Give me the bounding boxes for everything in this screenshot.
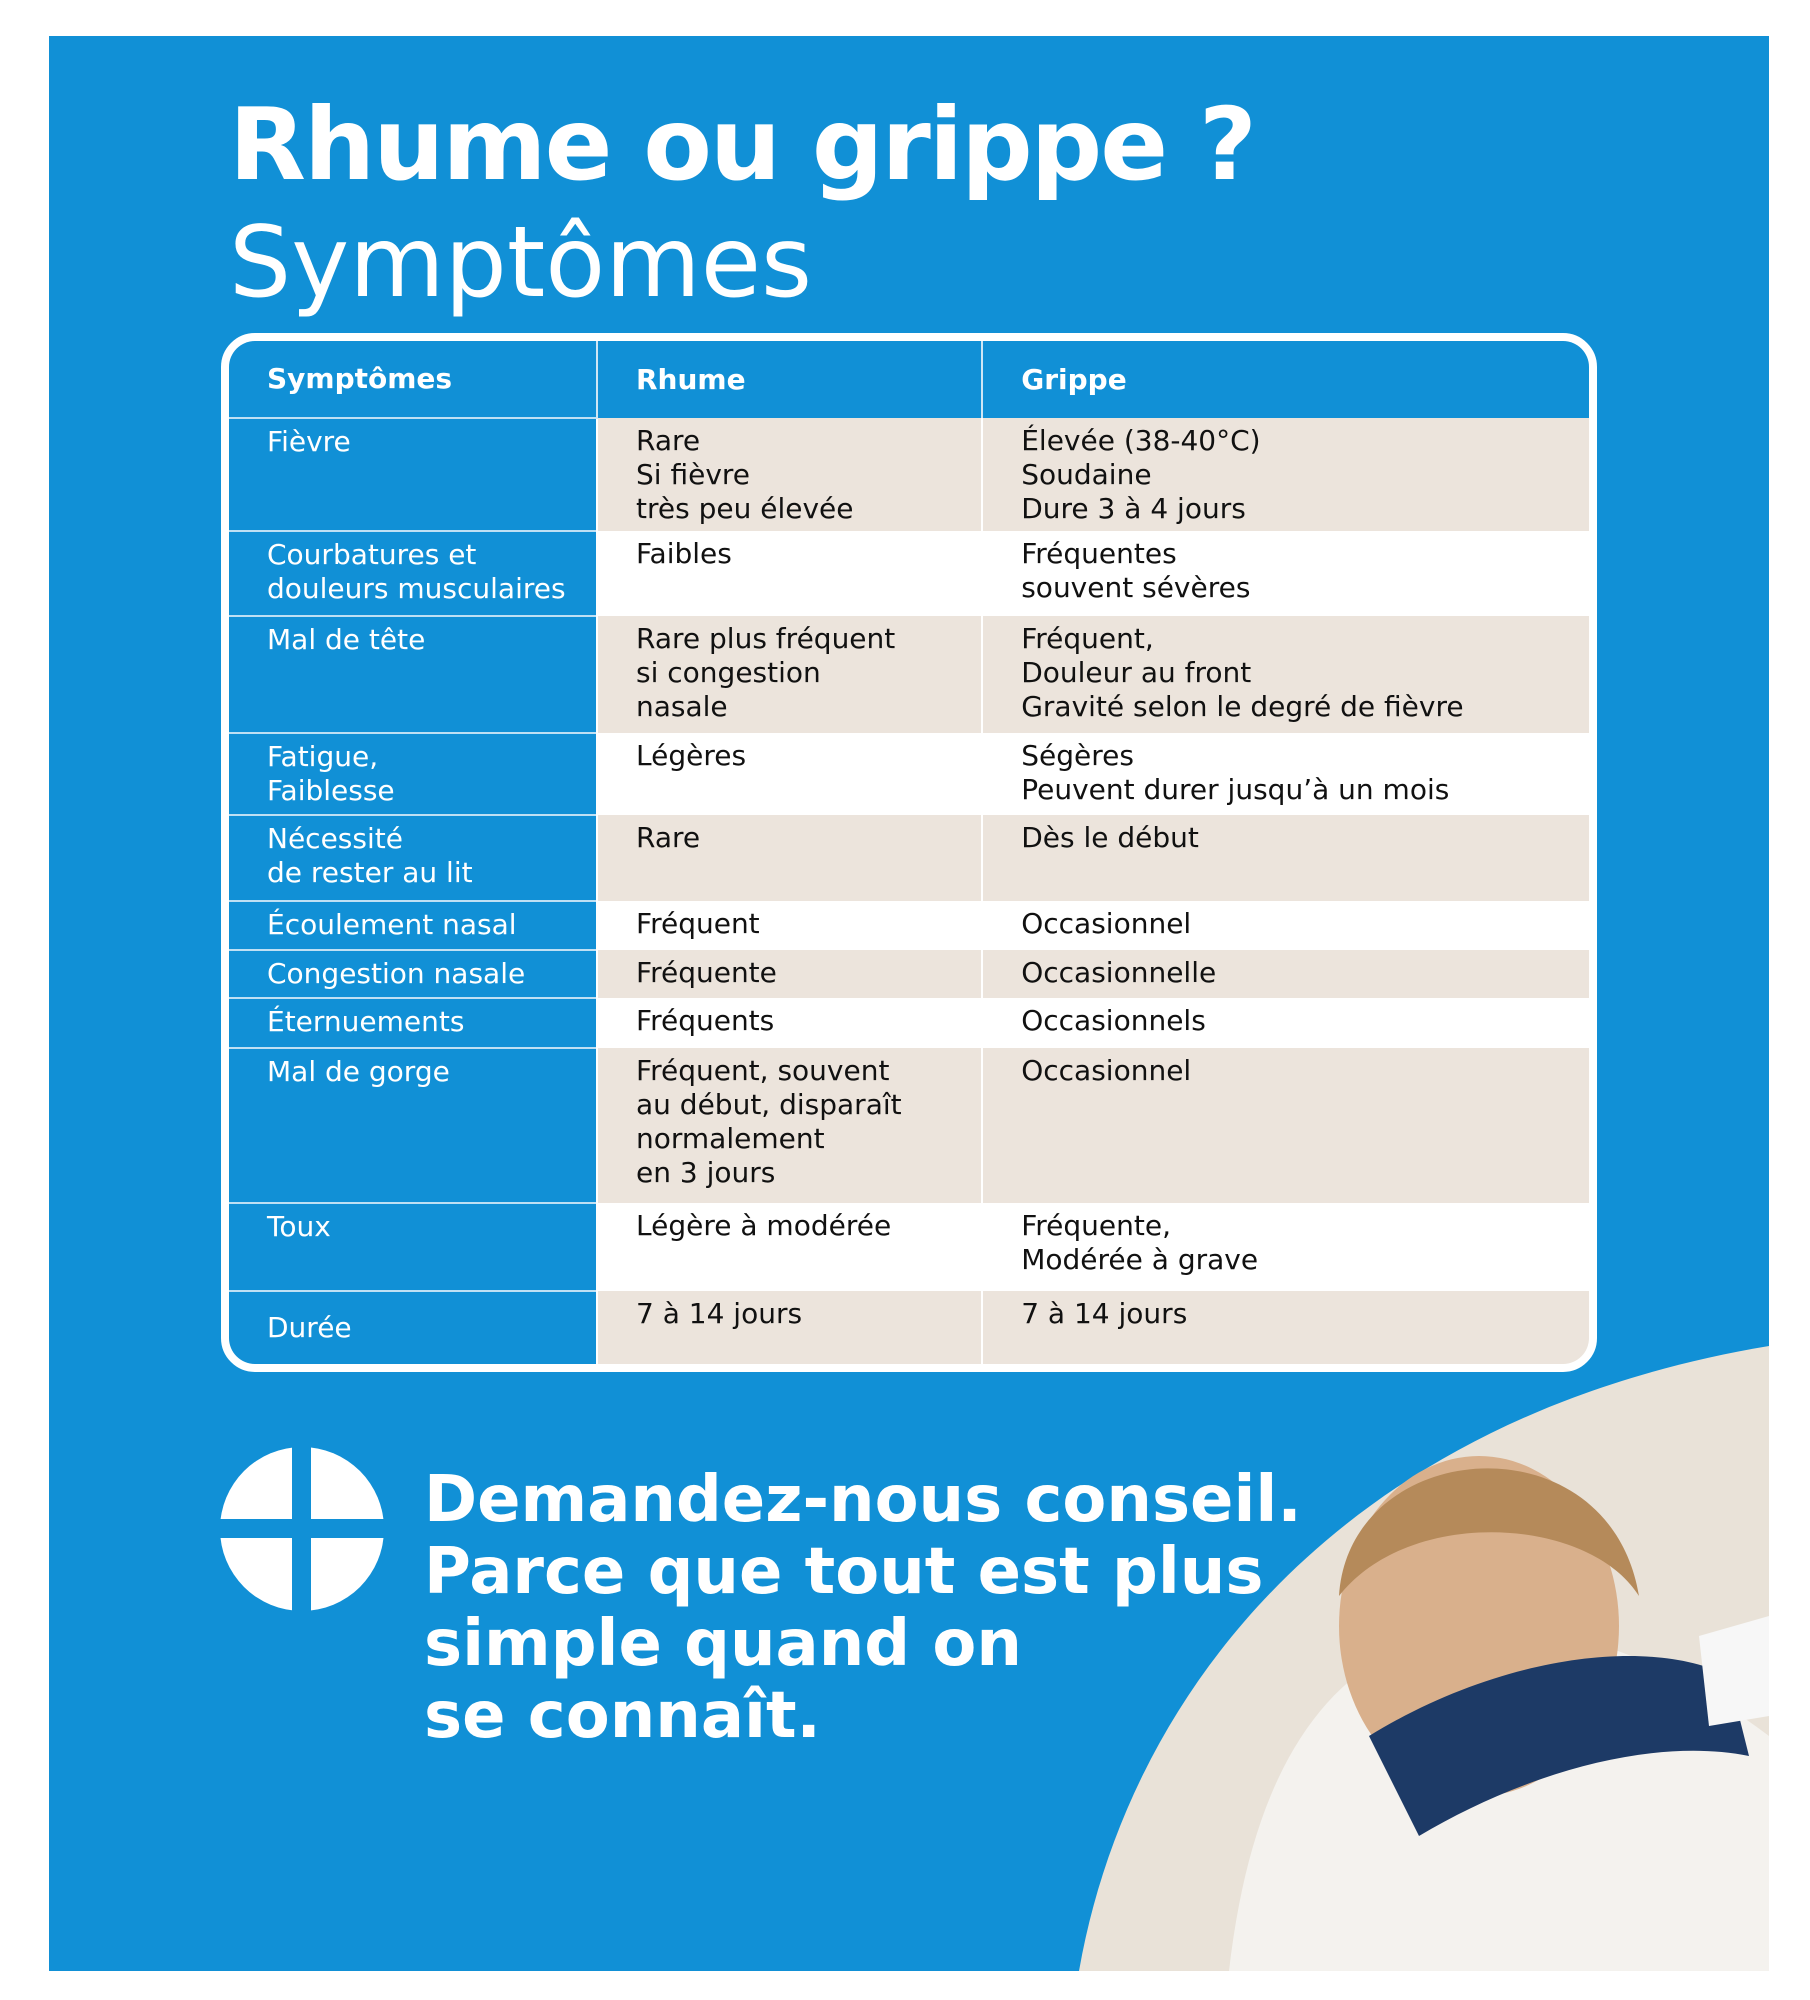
symptom-cell: Nécessité de rester au lit [229,813,597,902]
rhume-cell: Légères [595,732,983,815]
grippe-cell: Occasionnelle [981,950,1589,999]
tagline: Demandez-nous conseil. Parce que tout es… [424,1464,1302,1752]
symptom-cell: Durée [229,1289,597,1364]
page-subtitle: Symptômes [229,206,813,320]
rhume-cell: Rare plus fréquent si congestion nasale [595,615,983,733]
rhume-cell: Faibles [595,531,983,616]
symptoms-table: Symptômes Rhume Grippe Fièvre Rare Si fiè… [221,333,1597,1372]
symptom-cell: Toux [229,1201,597,1291]
table-row: Congestion nasale Fréquente Occasionnelle [229,949,1589,999]
grippe-cell: Fréquentes souvent sévères [981,531,1589,616]
symptom-cell: Fièvre [229,417,597,532]
grippe-cell: 7 à 14 jours [981,1290,1589,1364]
symptom-cell: Congestion nasale [229,949,597,999]
symptom-cell: Éternuements [229,997,597,1049]
rhume-cell: Fréquente [595,950,983,999]
table-row: Nécessité de rester au lit Rare Dès le déb… [229,813,1589,902]
table-row: Éternuements Fréquents Occasionnels [229,997,1589,1049]
grippe-cell: Occasionnel [981,1048,1589,1203]
symptom-cell: Écoulement nasal [229,900,597,951]
table-row: Courbatures et douleurs musculaires Faibl… [229,530,1589,616]
symptom-cell: Mal de tête [229,614,597,733]
photo-area [1079,1346,1769,1971]
grippe-cell: Élevée (38-40°C) Soudaine Dure 3 à 4 jou… [981,418,1589,532]
table-row: Écoulement nasal Fréquent Occasionnel [229,900,1589,951]
poster-panel: Rhume ou grippe ? Symptômes Symptômes Rh… [49,36,1769,1971]
rhume-cell: Fréquent [595,901,983,951]
table-row: Fatigue, Faiblesse Légères Ségères Peuvent… [229,731,1589,815]
rhume-cell: 7 à 14 jours [595,1290,983,1364]
grippe-cell: Fréquente, Modérée à grave [981,1202,1589,1291]
grippe-cell: Occasionnel [981,901,1589,951]
symptom-cell: Courbatures et douleurs musculaires [229,530,597,616]
column-header-symptomes: Symptômes [229,341,597,419]
rhume-cell: Fréquents [595,998,983,1049]
table-row: Mal de gorge Fréquent, souvent au début, … [229,1047,1589,1203]
column-header-rhume: Rhume [595,341,983,419]
symptom-cell: Mal de gorge [229,1047,597,1203]
grippe-cell: Occasionnels [981,998,1589,1049]
tagline-line: Parce que tout est plus [424,1535,1264,1609]
pharmacy-cross-circle-logo [220,1447,384,1611]
symptom-cell: Fatigue, Faiblesse [229,731,597,815]
table-header-row: Symptômes Rhume Grippe [229,341,1589,419]
page-title: Rhume ou grippe ? [229,86,1257,203]
grippe-cell: Ségères Peuvent durer jusqu’à un mois [981,732,1589,815]
rhume-cell: Rare Si fièvre très peu élevée [595,418,983,532]
rhume-cell: Fréquent, souvent au début, disparaît no… [595,1048,983,1203]
table-row: Toux Légère à modérée Fréquente, Modérée à… [229,1201,1589,1291]
tagline-line: simple quand on [424,1607,1022,1681]
grippe-cell: Fréquent, Douleur au front Gravité selon… [981,615,1589,733]
rhume-cell: Rare [595,814,983,902]
tagline-line: Demandez-nous conseil. [424,1463,1302,1537]
table-row: Fièvre Rare Si fièvre très peu élevée Élev… [229,417,1589,532]
grippe-cell: Dès le début [981,814,1589,902]
table-row: Mal de tête Rare plus fréquent si congest… [229,614,1589,733]
table-row: Durée 7 à 14 jours 7 à 14 jours [229,1289,1589,1364]
rhume-cell: Légère à modérée [595,1202,983,1291]
column-header-grippe: Grippe [981,341,1589,419]
tagline-line: se connaît. [424,1679,821,1753]
